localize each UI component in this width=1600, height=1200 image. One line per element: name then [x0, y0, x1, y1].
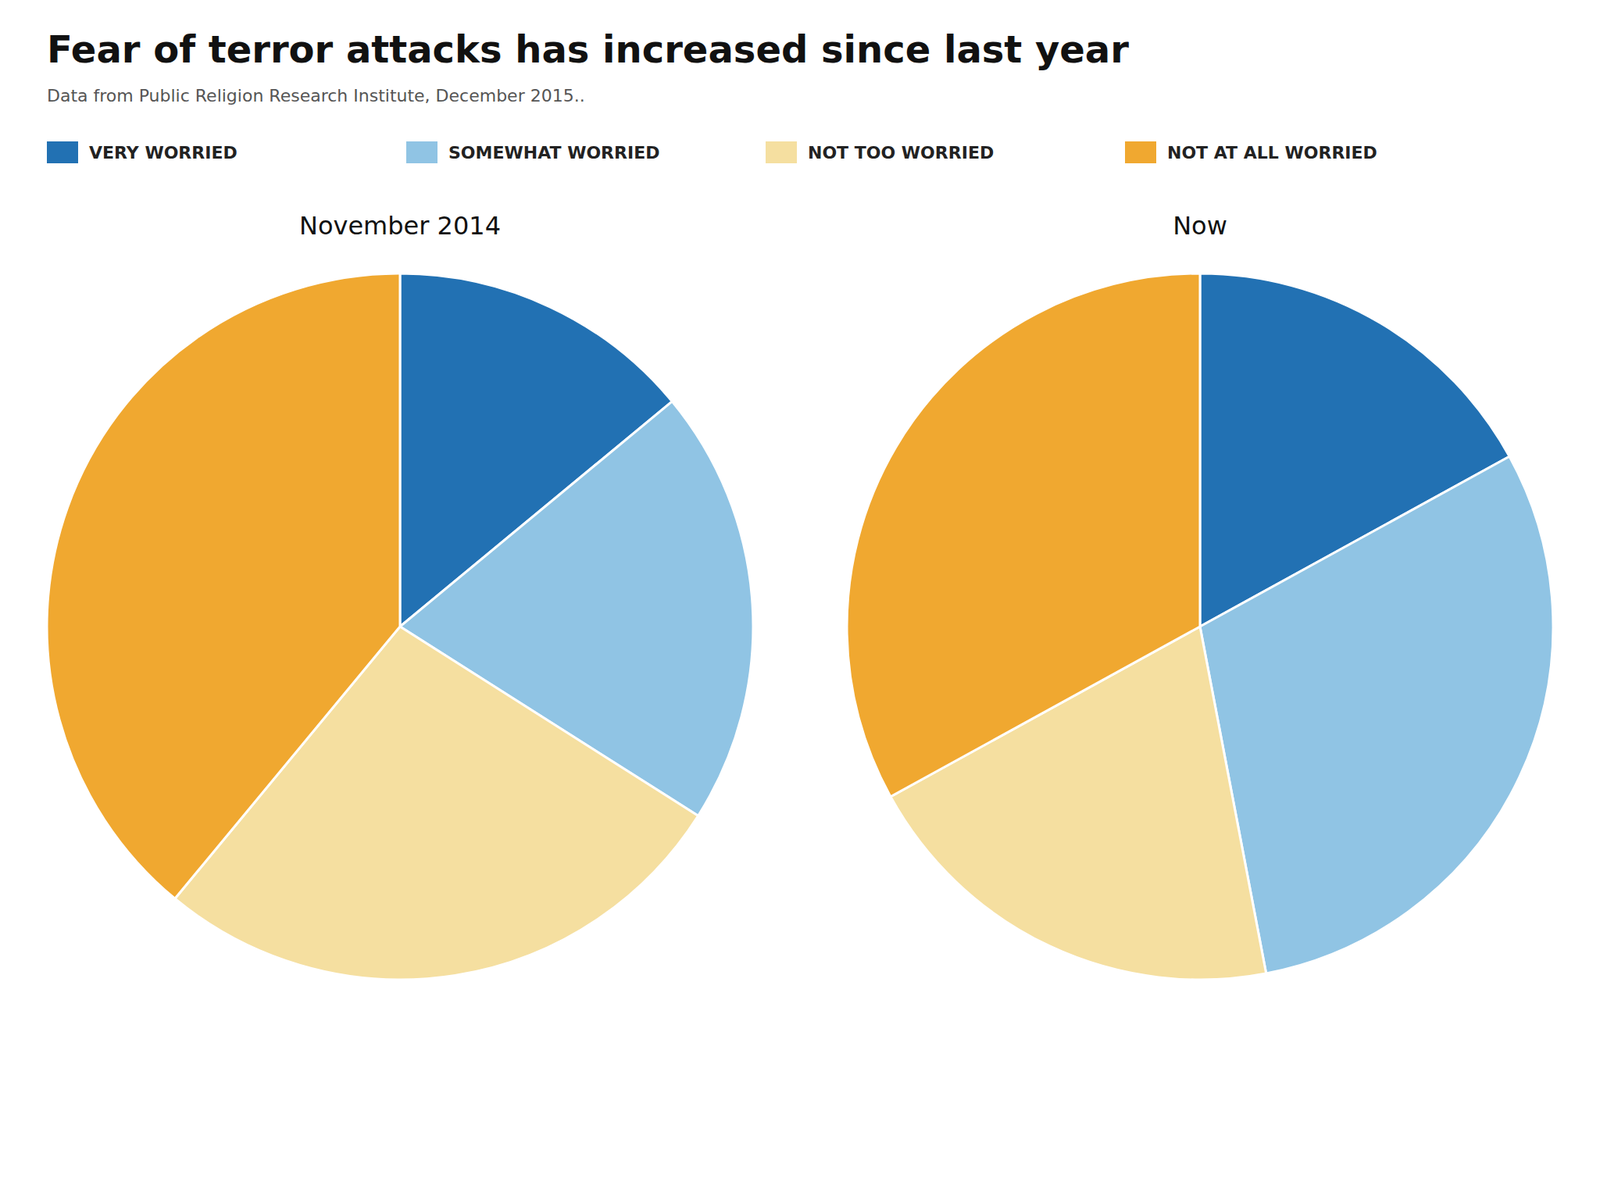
- legend-swatch: [765, 141, 797, 164]
- legend-swatch: [46, 141, 79, 164]
- chart-root: Fear of terror attacks has increased sin…: [0, 0, 1600, 1200]
- legend-label: SOMEWHAT WORRIED: [448, 142, 660, 163]
- chart-title: Now: [1172, 210, 1228, 241]
- pie-chart: Now: [846, 210, 1554, 980]
- slices: [846, 273, 1554, 980]
- pie-slice: [1200, 456, 1554, 974]
- legend-item: SOMEWHAT WORRIED: [406, 141, 660, 164]
- legend-label: NOT TOO WORRIED: [807, 142, 994, 163]
- legend-label: NOT AT ALL WORRIED: [1167, 142, 1378, 163]
- legend-swatch: [1125, 141, 1157, 164]
- slices: [46, 273, 754, 980]
- pie-slice: [846, 273, 1200, 797]
- legend-label: VERY WORRIED: [89, 142, 238, 163]
- legend-item: VERY WORRIED: [46, 141, 238, 164]
- subtitle: Data from Public Religion Research Insti…: [46, 85, 586, 106]
- legend-item: NOT TOO WORRIED: [765, 141, 994, 164]
- legend-item: NOT AT ALL WORRIED: [1125, 141, 1378, 164]
- chart-title: November 2014: [299, 210, 501, 241]
- legend-swatch: [406, 141, 438, 164]
- pie-chart: November 2014: [46, 210, 754, 980]
- title: Fear of terror attacks has increased sin…: [46, 27, 1129, 72]
- pie-slice: [46, 273, 400, 899]
- legend: VERY WORRIED SOMEWHAT WORRIED NOT TOO WORR…: [46, 141, 1378, 164]
